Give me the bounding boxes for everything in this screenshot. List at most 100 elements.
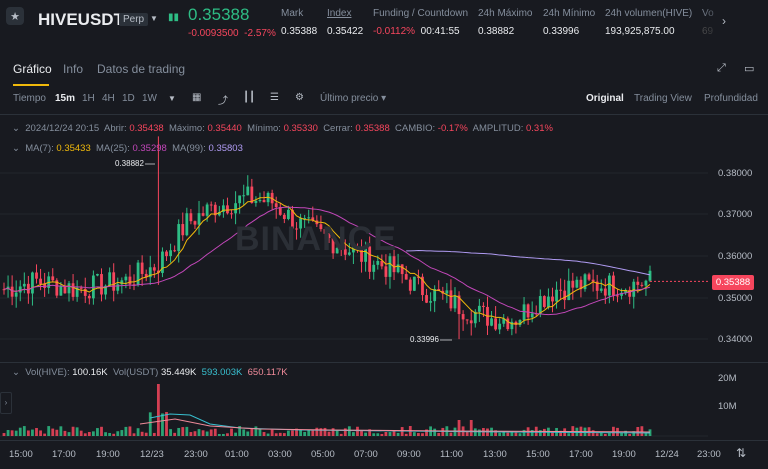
interval-1d[interactable]: 1D — [122, 93, 135, 104]
volume-bar — [120, 430, 124, 436]
ma99-line — [406, 250, 651, 276]
candle-body — [368, 246, 372, 272]
price-tick: 0.34000 — [718, 334, 753, 345]
candle-body — [339, 247, 343, 250]
interval-15m[interactable]: 15m — [55, 93, 76, 104]
volume-bar — [152, 432, 156, 436]
tiempo-label: Tiempo — [13, 93, 46, 104]
chevron-right-icon[interactable]: › — [722, 14, 726, 28]
layout-icon[interactable]: ☰ — [270, 92, 279, 103]
volume-bar — [282, 433, 286, 436]
tab-grafico[interactable]: Gráfico — [13, 62, 52, 76]
volume-bar — [315, 427, 319, 436]
chart-small-icon[interactable]: ▮▮ — [168, 12, 180, 23]
volume-legend: ⌄ Vol(HIVE): 100.16K Vol(USDT) 35.449K 5… — [12, 367, 288, 378]
candle-body — [274, 203, 278, 208]
candle-body — [417, 276, 420, 278]
candle-body — [169, 250, 172, 257]
volume-bar — [185, 426, 189, 436]
candle-body — [144, 273, 148, 278]
candle-body — [603, 288, 607, 296]
volume-bar — [205, 431, 209, 436]
candle-body — [59, 285, 63, 296]
ma25-line — [3, 206, 651, 316]
time-tick: 23:00 — [697, 449, 721, 460]
volume-bar — [10, 430, 14, 436]
candle-body — [522, 304, 526, 321]
candle-body — [412, 276, 416, 291]
interval-1h[interactable]: 1H — [82, 93, 95, 104]
side-panel-toggle[interactable]: › — [0, 392, 12, 414]
candle-body — [599, 288, 603, 291]
volume-bar — [530, 429, 534, 436]
volume-bar — [266, 433, 270, 436]
axis-settings-icon[interactable]: ⇅ — [736, 446, 747, 460]
volume-bar — [335, 430, 339, 436]
price-tick: 0.37000 — [718, 209, 753, 220]
volume-bar — [177, 427, 181, 436]
candle-body — [51, 276, 55, 281]
candle-body — [75, 287, 79, 297]
candle-body — [124, 276, 128, 281]
candle-body — [360, 248, 363, 262]
candle-body — [583, 274, 587, 290]
candle-body — [193, 221, 197, 225]
candle-body — [465, 319, 469, 321]
tab-info[interactable]: Info — [63, 62, 84, 76]
volume-bar — [161, 413, 164, 436]
candle-body — [595, 281, 599, 291]
candle-body — [132, 284, 136, 286]
symbol-title[interactable]: HIVEUSDT — [38, 10, 124, 29]
volume-bar — [26, 430, 30, 436]
time-tick: 19:00 — [612, 449, 636, 460]
candle-body — [201, 213, 205, 216]
caret-down-icon[interactable]: ▼ — [150, 14, 158, 23]
volume-bar — [498, 432, 502, 436]
volume-bar — [181, 427, 185, 436]
candle-body — [388, 256, 392, 277]
candle-body — [254, 200, 258, 203]
stat-index[interactable]: Index 0.35422 — [327, 8, 364, 37]
price-type-select[interactable]: Último precio ▾ — [320, 93, 387, 104]
view-tradingview[interactable]: Trading View — [634, 93, 692, 104]
indicator-icon[interactable]: ⤴ — [218, 96, 228, 107]
toolbar-divider — [0, 114, 768, 115]
expand-icon[interactable]: ⤢ — [717, 62, 726, 74]
volume-bar — [213, 428, 217, 436]
volume-bar — [372, 433, 376, 436]
volume-divider — [0, 362, 768, 363]
candle-body — [22, 283, 26, 287]
last-price-tag: 0.35388 — [712, 275, 754, 290]
volume-bar — [620, 433, 623, 436]
tab-datos-trading[interactable]: Datos de trading — [97, 62, 186, 76]
interval-1w[interactable]: 1W — [142, 93, 157, 104]
volume-bar — [644, 433, 648, 436]
volume-bar — [234, 432, 237, 436]
candle-body — [2, 289, 6, 291]
volume-bar — [319, 428, 323, 436]
volume-bar — [311, 430, 315, 436]
candle-body — [587, 274, 591, 280]
volume-bar — [6, 430, 10, 436]
calendar-icon[interactable]: ▦ — [192, 92, 202, 103]
candle-body — [644, 280, 648, 286]
view-original[interactable]: Original — [586, 93, 624, 104]
volume-bar — [14, 430, 18, 436]
window-icon[interactable]: ▭ — [744, 63, 755, 75]
volume-bar — [67, 432, 71, 436]
interval-dropdown-icon[interactable]: ▼ — [168, 94, 176, 103]
candles-icon[interactable]: ┃┃ — [243, 92, 256, 103]
candle-body — [461, 314, 465, 320]
gear-icon[interactable]: ⚙ — [295, 92, 304, 103]
star-icon[interactable]: ★ — [6, 7, 24, 25]
collapse-caret-icon: ⌄ — [12, 367, 20, 378]
volume-bar — [169, 429, 172, 436]
volume-bar — [262, 432, 266, 436]
volume-bar — [230, 428, 233, 436]
volume-bar — [96, 428, 99, 436]
last-price: 0.35388 — [188, 5, 250, 24]
candle-body — [490, 318, 493, 326]
view-profundidad[interactable]: Profundidad — [704, 93, 758, 104]
interval-4h[interactable]: 4H — [102, 93, 115, 104]
